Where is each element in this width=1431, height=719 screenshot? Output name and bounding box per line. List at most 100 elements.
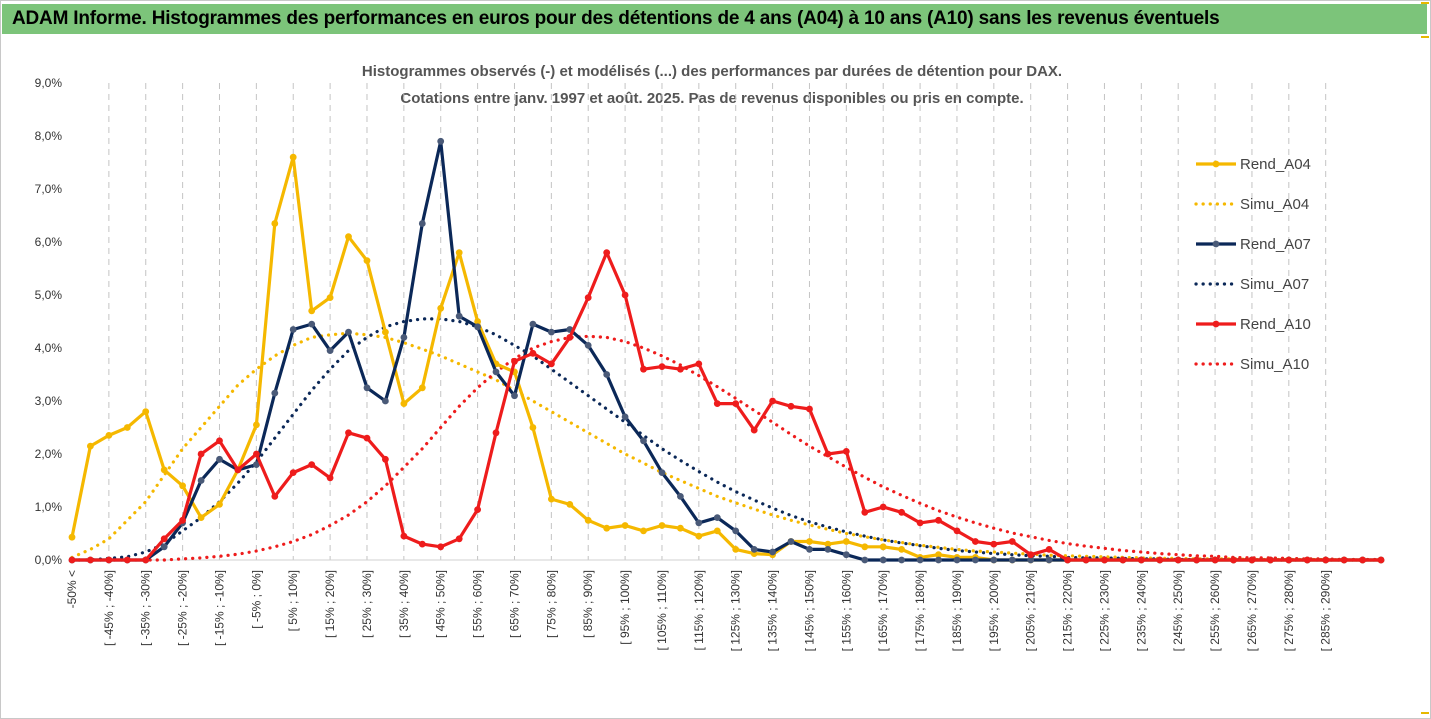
x-tick-label: [ 135% ; 140%] (766, 570, 780, 651)
data-point-rend_a10 (935, 516, 942, 524)
data-point-rend_a04 (529, 424, 537, 431)
data-point-rend_a04 (142, 408, 150, 415)
data-point-rend_a07 (160, 543, 168, 551)
data-point-rend_a07 (787, 538, 795, 545)
data-point-rend_a07 (197, 477, 205, 484)
data-point-rend_a04 (253, 421, 260, 429)
y-tick-label: 0,0% (35, 553, 63, 567)
data-point-rend_a10 (474, 506, 481, 513)
y-tick-label: 7,0% (35, 182, 63, 196)
data-point-rend_a10 (1322, 556, 1330, 564)
data-point-rend_a07 (953, 556, 961, 564)
page-title: ADAM Informe. Histogrammes des performan… (12, 8, 1220, 29)
data-point-rend_a10 (603, 249, 611, 256)
y-tick-label: 9,0% (35, 76, 63, 90)
x-tick-label: [ -15% ; -10%] (212, 570, 226, 646)
x-tick-label: [ 265% ; 270%] (1245, 570, 1259, 651)
data-point-rend_a10 (253, 450, 260, 458)
data-point-rend_a07 (898, 556, 905, 564)
chart-title-line-1: Histogrammes observés (-) et modélisés (… (362, 63, 1062, 80)
x-tick-label: [ -5% ; 0%] (249, 570, 263, 629)
data-point-rend_a04 (732, 546, 740, 553)
series-line-rend_a04 (70, 155, 1381, 562)
data-point-rend_a04 (548, 495, 555, 503)
data-point-rend_a10 (326, 474, 334, 482)
data-point-rend_a07 (1045, 556, 1053, 564)
data-point-rend_a10 (1156, 556, 1164, 564)
data-point-rend_a07 (326, 347, 334, 354)
data-point-rend_a07 (271, 389, 279, 397)
data-point-rend_a07 (548, 328, 555, 336)
x-tick-label: [ 35% ; 40%] (397, 570, 411, 638)
data-point-rend_a10 (529, 349, 537, 357)
data-point-rend_a10 (492, 429, 500, 437)
data-point-rend_a07 (584, 342, 592, 349)
data-point-rend_a04 (345, 233, 352, 241)
data-point-rend_a04 (898, 546, 905, 553)
x-tick-label: [ 55% ; 60%] (471, 570, 485, 638)
data-point-rend_a10 (898, 508, 905, 516)
legend-marker (1212, 240, 1220, 248)
chart-title-line-2: Cotations entre janv. 1997 et août. 2025… (400, 90, 1023, 107)
data-point-rend_a04 (289, 153, 297, 161)
x-tick-label: -50% < (65, 570, 79, 608)
data-point-rend_a10 (953, 527, 961, 535)
legend-marker (1212, 160, 1220, 168)
data-point-rend_a04 (382, 328, 389, 336)
x-axis: -50% < [ -45% ; -40%] [ -35% ; -30%] [ -25%… (65, 559, 1381, 651)
data-point-rend_a04 (621, 522, 629, 529)
data-point-rend_a10 (142, 556, 150, 564)
data-point-rend_a04 (216, 501, 223, 508)
data-point-rend_a10 (511, 357, 518, 365)
x-tick-label: [ 85% ; 90%] (581, 570, 595, 638)
corner-mark (1421, 712, 1429, 714)
series-line-simu_a10 (70, 334, 1383, 562)
data-point-rend_a10 (713, 400, 721, 407)
data-point-rend_a07 (400, 334, 408, 341)
data-point-rend_a10 (1359, 556, 1366, 564)
data-point-rend_a07 (474, 323, 481, 331)
data-point-rend_a10 (861, 508, 869, 516)
data-point-rend_a04 (179, 482, 187, 490)
x-tick-label: [ 175% ; 180%] (913, 570, 927, 651)
data-point-rend_a10 (824, 450, 832, 458)
data-point-rend_a10 (363, 434, 371, 442)
data-point-rend_a10 (418, 540, 426, 548)
corner-mark (1421, 2, 1429, 4)
data-point-rend_a07 (492, 368, 500, 376)
data-point-rend_a10 (787, 402, 795, 410)
data-point-rend_a04 (713, 527, 721, 535)
data-point-rend_a10 (640, 365, 647, 373)
data-point-rend_a04 (271, 220, 279, 227)
data-point-rend_a04 (326, 294, 334, 301)
data-point-rend_a07 (603, 371, 611, 378)
data-point-rend_a10 (548, 360, 555, 368)
data-point-rend_a10 (566, 334, 574, 341)
y-tick-label: 1,0% (35, 500, 63, 514)
data-point-rend_a07 (806, 546, 813, 553)
data-point-rend_a07 (253, 461, 260, 468)
y-axis: 0,0% 1,0% 2,0% 3,0% 4,0% 5,0% 6,0% 7,0% 8,0% 9,0% (35, 76, 63, 567)
data-point-rend_a04 (879, 543, 887, 551)
x-tick-label: [ 165% ; 170%] (876, 570, 890, 651)
data-point-rend_a10 (1174, 556, 1182, 564)
data-point-rend_a04 (160, 466, 168, 474)
data-point-rend_a10 (105, 556, 113, 564)
data-point-rend_a10 (1377, 556, 1385, 564)
x-tick-label: [ 5% ; 10%] (286, 570, 300, 631)
x-tick-label: [ 275% ; 280%] (1282, 570, 1296, 651)
x-tick-label: [ 255% ; 260%] (1208, 570, 1222, 651)
data-point-rend_a07 (824, 546, 832, 553)
data-point-rend_a10 (437, 543, 445, 551)
data-point-rend_a07 (879, 556, 887, 564)
data-point-rend_a10 (1119, 556, 1127, 564)
x-tick-label: [ 125% ; 130%] (729, 570, 743, 651)
data-point-rend_a10 (1137, 556, 1145, 564)
data-point-rend_a10 (750, 426, 758, 434)
y-tick-label: 3,0% (35, 394, 63, 408)
y-tick-label: 6,0% (35, 235, 63, 249)
data-point-rend_a04 (437, 304, 445, 312)
data-point-rend_a04 (68, 533, 76, 541)
data-point-rend_a07 (382, 397, 389, 405)
